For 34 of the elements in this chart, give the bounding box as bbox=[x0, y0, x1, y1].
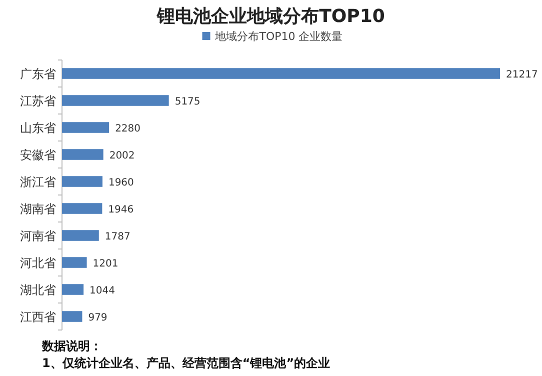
y-tick-label: 湖南省 bbox=[20, 202, 56, 216]
data-label: 2002 bbox=[109, 150, 135, 162]
y-tick-label: 广东省 bbox=[20, 67, 56, 81]
bar bbox=[62, 284, 84, 295]
data-label: 1946 bbox=[108, 204, 134, 216]
chart-title: 锂电池企业地域分布TOP10 bbox=[156, 6, 385, 27]
y-tick-label: 山东省 bbox=[20, 121, 56, 135]
text: 数据说明： bbox=[41, 339, 102, 353]
bar bbox=[62, 68, 500, 79]
y-tick-label: 浙江省 bbox=[20, 175, 56, 189]
data-label: 1201 bbox=[92, 258, 118, 270]
data-label: 1044 bbox=[90, 286, 116, 296]
bar bbox=[62, 176, 102, 187]
y-tick-label: 安徽省 bbox=[20, 148, 56, 162]
text: 1、仅统计企业名、产品、经营范围含“锂电池”的企业 bbox=[42, 356, 330, 370]
legend-label: 地域分布TOP10 企业数量 bbox=[214, 30, 343, 43]
y-tick-label: 河北省 bbox=[20, 256, 56, 270]
data-label: 2280 bbox=[115, 124, 141, 134]
bar bbox=[62, 95, 169, 106]
data-label: 21217 bbox=[506, 70, 538, 80]
bar bbox=[62, 149, 104, 160]
data-label: 1787 bbox=[104, 232, 130, 242]
data-label: 5175 bbox=[174, 96, 200, 108]
y-tick-label: 湖北省 bbox=[20, 283, 56, 297]
bar bbox=[62, 257, 87, 268]
y-tick-label: 江西省 bbox=[20, 310, 56, 324]
y-tick-label: 江苏省 bbox=[20, 94, 56, 108]
data-label: 979 bbox=[88, 312, 108, 324]
bar bbox=[62, 203, 102, 214]
bar bbox=[62, 311, 82, 322]
y-tick-label: 河南省 bbox=[20, 229, 56, 243]
data-label: 1960 bbox=[108, 178, 134, 188]
bar bbox=[62, 122, 110, 133]
bar bbox=[62, 230, 99, 241]
